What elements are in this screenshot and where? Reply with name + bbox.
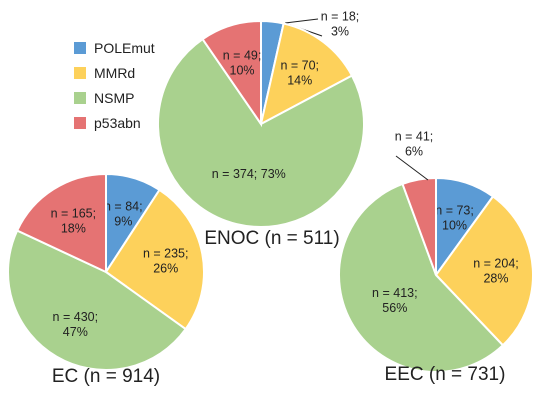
data-label: n = 235; 26% xyxy=(143,246,189,275)
data-label: n = 84; 9% xyxy=(104,199,143,228)
chart-title: EC (n = 914) xyxy=(52,366,160,387)
legend-swatch xyxy=(74,117,86,129)
chart-title: EEC (n = 731) xyxy=(385,364,506,385)
pie-slice xyxy=(15,172,107,274)
pie-slice xyxy=(401,176,437,276)
pie-slice xyxy=(157,37,365,228)
data-label: n = 165; 18% xyxy=(51,206,97,235)
pie-slice xyxy=(338,182,505,373)
data-label: n = 374; 73% xyxy=(212,167,286,181)
pie-slice xyxy=(201,19,262,128)
chart-title: ENOC (n = 511) xyxy=(204,228,339,249)
data-label: n = 413; 56% xyxy=(372,286,418,315)
data-label: n = 70; 14% xyxy=(280,59,319,88)
legend-swatch xyxy=(74,42,86,54)
legend-label: MMRd xyxy=(94,65,135,81)
pie-slice xyxy=(7,229,188,371)
legend-swatch xyxy=(74,67,86,79)
data-label: n = 73; 10% xyxy=(435,203,474,232)
leader-line xyxy=(395,155,429,181)
legend-swatch xyxy=(74,92,86,104)
pie-slice xyxy=(434,195,534,347)
data-label: n = 49; 10% xyxy=(223,49,262,78)
data-label: n = 18; 3% xyxy=(321,10,360,39)
data-label: n = 430; 47% xyxy=(53,310,99,339)
pie-slice xyxy=(104,188,205,331)
pie-slice xyxy=(259,22,354,126)
legend-label: NSMP xyxy=(94,90,134,106)
legend-label: p53abn xyxy=(94,115,141,131)
legend-label: POLEmut xyxy=(94,40,155,56)
data-label: n = 204; 28% xyxy=(473,256,519,285)
data-label: n = 41; 6% xyxy=(395,130,434,159)
leader-line xyxy=(284,18,319,24)
